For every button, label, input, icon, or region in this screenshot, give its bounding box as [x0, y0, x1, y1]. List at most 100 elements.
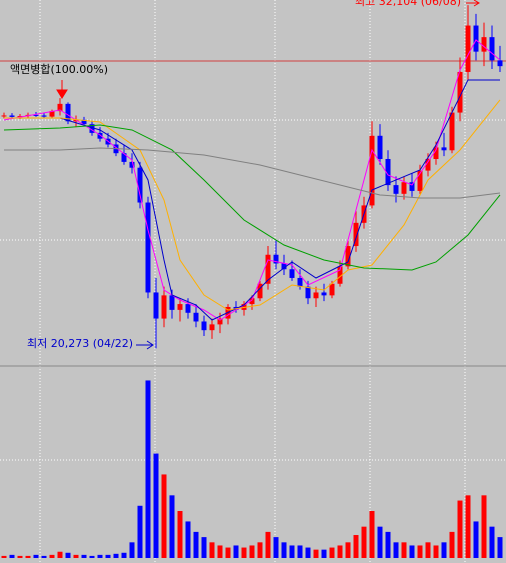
volume-bar: [153, 453, 159, 558]
volume-bar: [81, 554, 87, 558]
candle-body: [329, 283, 335, 296]
candle-body: [417, 170, 423, 191]
volume-bar: [73, 554, 79, 558]
candle-body: [337, 266, 343, 284]
volume-bar: [17, 555, 23, 558]
moving-average-line: [3, 124, 501, 271]
volume-bar: [417, 545, 423, 558]
candle-body: [81, 119, 87, 125]
moving-average-line: [4, 147, 501, 199]
candle-body: [193, 312, 199, 322]
volume-bar: [489, 526, 495, 558]
candle-body: [41, 115, 47, 117]
candle-body: [129, 161, 135, 168]
volume-bar: [481, 495, 487, 558]
volume-bar: [217, 545, 223, 558]
split-annotation: 액면병합(100.00%): [10, 63, 108, 76]
volume-bar: [401, 542, 407, 558]
volume-bar: [321, 549, 327, 558]
candle-body: [177, 304, 183, 310]
volume-bar: [361, 526, 367, 558]
volume-bar: [65, 552, 71, 558]
volume-bar: [497, 537, 503, 558]
high-arrow: [466, 0, 480, 7]
volume-bar: [57, 551, 63, 558]
candle-body: [305, 286, 311, 299]
volume-bar: [249, 545, 255, 558]
volume-bar: [41, 555, 47, 558]
volume-bar: [265, 531, 271, 558]
volume-bar: [145, 380, 151, 558]
candle-body: [33, 114, 39, 116]
low-annotation: 최저 20,273 (04/22): [27, 337, 133, 350]
candle-body: [369, 135, 375, 206]
candle-body: [185, 304, 191, 313]
volume-bar: [113, 553, 119, 558]
candle-body: [377, 135, 383, 159]
candle-body: [425, 158, 431, 171]
volume-bar: [25, 555, 31, 558]
candle-body: [345, 246, 351, 267]
volume-bar: [297, 545, 303, 558]
volume-bar: [257, 542, 263, 558]
candle-body: [409, 182, 415, 191]
volume-bar: [329, 547, 335, 558]
candle-body: [441, 147, 447, 151]
volume-bar: [433, 545, 439, 558]
candle-body: [481, 37, 487, 52]
volume-bar: [105, 554, 111, 558]
candle-body: [265, 254, 271, 284]
candle-body: [9, 115, 15, 117]
volume-bar: [241, 547, 247, 558]
volume-bar: [233, 545, 239, 558]
candle-body: [433, 147, 439, 159]
candle-body: [137, 167, 143, 203]
candle-body: [281, 263, 287, 270]
candle-body: [249, 298, 255, 305]
volume-bar: [345, 542, 351, 558]
candle-body: [385, 158, 391, 186]
moving-average-line: [4, 99, 501, 311]
volume-bar: [473, 521, 479, 558]
candle-body: [145, 202, 151, 293]
volume-bar: [225, 547, 231, 558]
moving-average-line: [3, 39, 501, 321]
split-arrow: [56, 80, 68, 99]
candle-body: [209, 324, 215, 331]
candle-body: [65, 103, 71, 122]
volume-bar: [305, 547, 311, 558]
volume-bar: [161, 474, 167, 558]
volume-bar: [273, 537, 279, 558]
volume-bar: [209, 542, 215, 558]
volume-bar: [441, 542, 447, 558]
high-annotation: 최고 32,104 (06/08): [355, 0, 461, 8]
volume-bar: [289, 545, 295, 558]
volume-bar: [201, 537, 207, 558]
candle-body: [161, 295, 167, 319]
candle-body: [393, 185, 399, 194]
candle-body: [49, 111, 55, 117]
volume-bar: [177, 511, 183, 558]
volume-bar: [425, 542, 431, 558]
plot: [1, 5, 503, 558]
candle-body: [449, 112, 455, 151]
volume-bar: [137, 505, 143, 558]
candle-body: [297, 277, 303, 287]
candle-body: [457, 71, 463, 113]
candle-body: [273, 254, 279, 264]
candle-body: [289, 269, 295, 278]
candle-body: [473, 25, 479, 52]
candle-body: [217, 318, 223, 325]
candle-body: [465, 25, 471, 72]
candle-body: [353, 222, 359, 247]
volume-bar: [393, 542, 399, 558]
volume-bar: [185, 521, 191, 558]
candle-body: [97, 132, 103, 139]
volume-bar: [353, 535, 359, 558]
volume-bar: [33, 554, 39, 558]
volume-bar: [449, 531, 455, 558]
volume-bar: [409, 545, 415, 558]
candle-body: [121, 153, 127, 162]
volume-bar: [385, 531, 391, 558]
